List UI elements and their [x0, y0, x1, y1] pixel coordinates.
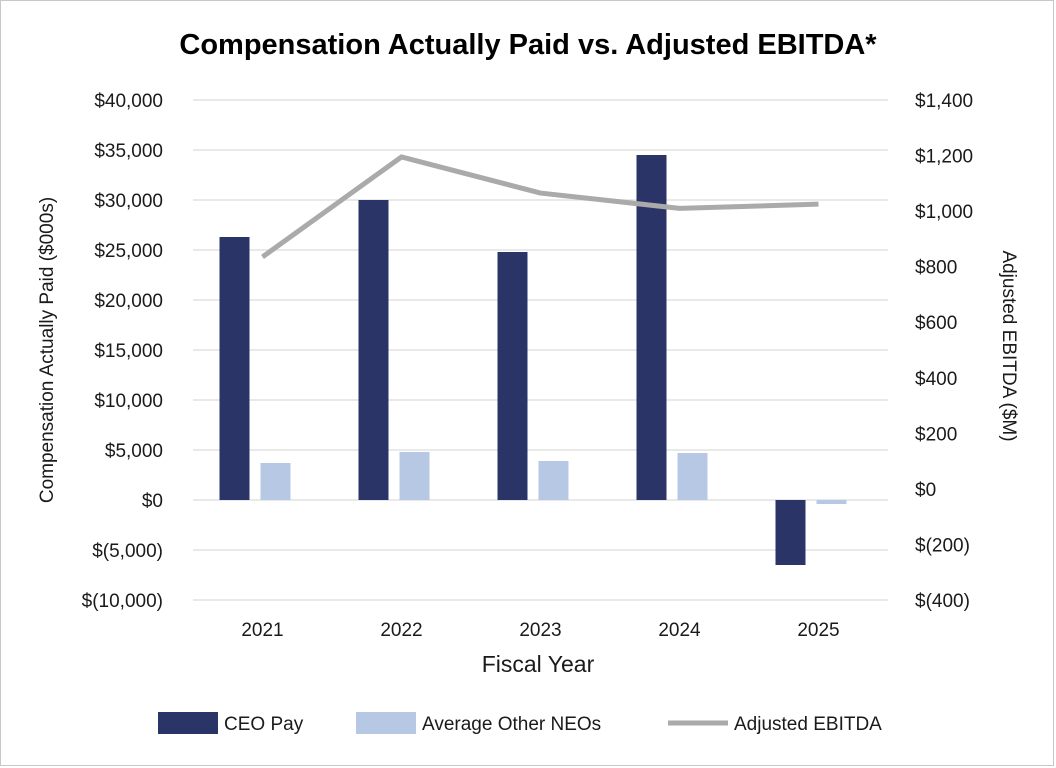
avg-neo-bar	[816, 500, 847, 504]
y2-tick-label: $1,000	[915, 202, 973, 223]
y-axis-ticks: $40,000 $35,000 $30,000 $25,000 $20,000 $15,0…	[82, 91, 163, 612]
y-tick-label: $30,000	[94, 191, 163, 212]
y2-tick-label: $1,400	[915, 91, 973, 112]
bars	[219, 155, 847, 565]
x-tick-label: 2022	[380, 620, 422, 641]
x-tick-label: 2021	[241, 620, 283, 641]
x-tick-label: 2024	[658, 620, 701, 641]
y2-tick-label: $1,200	[915, 147, 973, 168]
y2-tick-label: $800	[915, 258, 957, 279]
chart-title: Compensation Actually Paid vs. Adjusted …	[179, 29, 877, 61]
ceo-pay-bar	[497, 252, 528, 500]
ebitda-line-group	[261, 154, 819, 259]
legend-average-other-neos-swatch	[356, 712, 416, 734]
y2-tick-label: $600	[915, 313, 957, 334]
y-tick-label: $15,000	[94, 341, 163, 362]
x-tick-label: 2023	[519, 620, 561, 641]
legend: CEO Pay Average Other NEOs Adjusted EBITDA	[158, 712, 882, 735]
y-tick-label: $5,000	[105, 441, 163, 462]
avg-neo-bar	[399, 452, 430, 500]
ceo-pay-bar	[636, 155, 667, 500]
x-tick-label: 2025	[797, 620, 839, 641]
ceo-pay-bar	[358, 200, 389, 500]
y-tick-label: $0	[142, 491, 163, 512]
y2-tick-label: $400	[915, 369, 957, 390]
legend-adjusted-ebitda-label: Adjusted EBITDA	[734, 714, 882, 735]
avg-neo-bar	[538, 461, 569, 500]
avg-neo-bar	[260, 463, 291, 500]
legend-ceo-pay-label: CEO Pay	[224, 714, 304, 735]
y-tick-label: $(10,000)	[82, 591, 163, 612]
x-axis-ticks: 2021 2022 2023 2024 2025	[241, 620, 839, 641]
y2-axis-ticks: $1,400 $1,200 $1,000 $800 $600 $400 $200 $0 $(20…	[915, 91, 973, 612]
ebitda-line	[261, 154, 819, 259]
y2-tick-label: $(400)	[915, 591, 970, 612]
y2-axis-label: Adjusted EBITDA ($M)	[998, 250, 1019, 441]
avg-neo-bar	[677, 453, 708, 500]
y-tick-label: $35,000	[94, 141, 163, 162]
y-tick-label: $(5,000)	[92, 541, 163, 562]
y-tick-label: $20,000	[94, 291, 163, 312]
y-tick-label: $10,000	[94, 391, 163, 412]
y-tick-label: $40,000	[94, 91, 163, 112]
y2-tick-label: $(200)	[915, 535, 970, 556]
ceo-pay-bar	[775, 500, 806, 565]
legend-average-other-neos-label: Average Other NEOs	[422, 714, 601, 735]
y-tick-label: $25,000	[94, 241, 163, 262]
x-axis-label: Fiscal Year	[482, 651, 595, 677]
y2-tick-label: $200	[915, 424, 957, 445]
legend-ceo-pay-swatch	[158, 712, 218, 734]
y-axis-label: Compensation Actually Paid ($000s)	[37, 197, 58, 503]
y2-tick-label: $0	[915, 480, 936, 501]
ceo-pay-bar	[219, 237, 250, 500]
